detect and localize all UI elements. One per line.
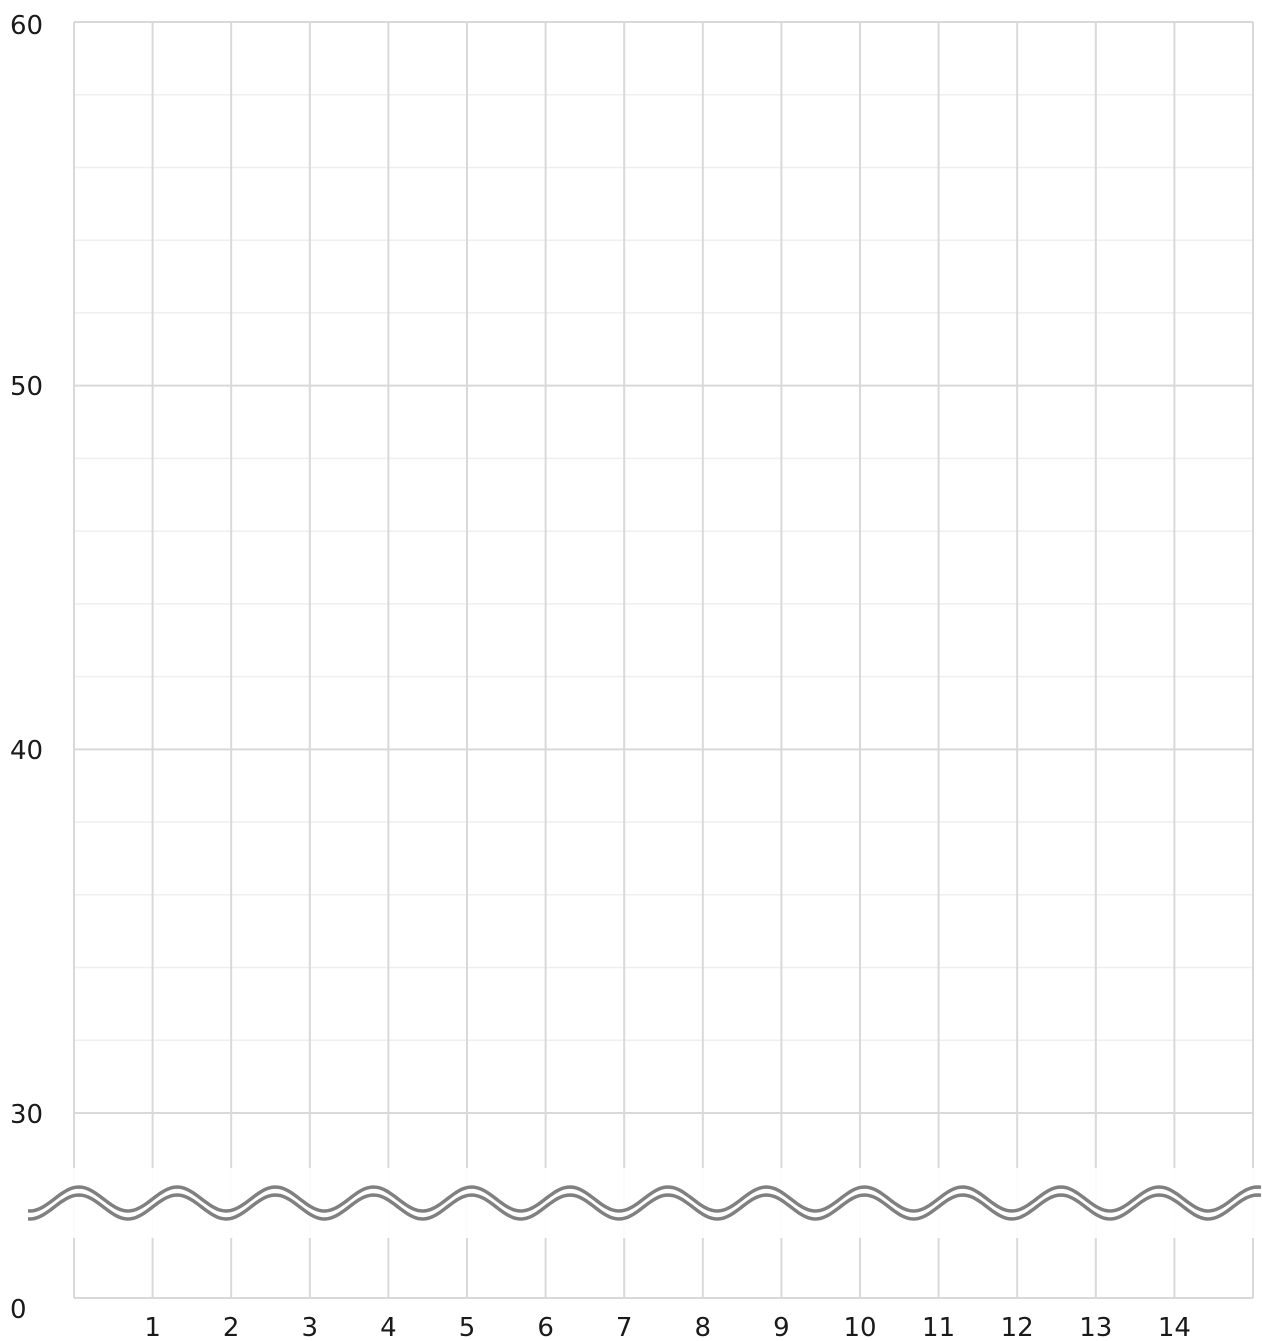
axes [73, 22, 1253, 1299]
axis-break-band [0, 1168, 1263, 1238]
y-tick-label: 60 [10, 11, 43, 41]
x-tick-label: 1 [144, 1313, 161, 1341]
y-tick-label: 0 [10, 1295, 27, 1325]
x-tick-label: 6 [537, 1313, 554, 1341]
x-tick-label: 7 [616, 1313, 633, 1341]
y-tick-labels: 0 30 40 50 60 [10, 11, 43, 1325]
x-tick-label: 8 [695, 1313, 712, 1341]
axis-break [0, 1168, 1263, 1238]
x-tick-label: 5 [459, 1313, 476, 1341]
x-tick-label: 13 [1079, 1313, 1112, 1341]
x-tick-labels: 1 2 3 4 5 6 7 8 9 10 11 12 13 14 [144, 1313, 1191, 1341]
x-tick-label: 3 [302, 1313, 319, 1341]
y-tick-label: 40 [10, 736, 43, 766]
x-tick-label: 12 [1001, 1313, 1034, 1341]
y-tick-label: 30 [10, 1100, 43, 1130]
x-tick-label: 4 [380, 1313, 397, 1341]
x-tick-label: 2 [223, 1313, 240, 1341]
x-tick-label: 10 [843, 1313, 876, 1341]
x-tick-label: 9 [773, 1313, 790, 1341]
x-tick-label: 14 [1158, 1313, 1191, 1341]
y-tick-label: 50 [10, 372, 43, 402]
axis-break-wave-lower [27, 1193, 1262, 1221]
x-tick-label: 11 [922, 1313, 955, 1341]
axis-break-wave-upper [27, 1185, 1262, 1213]
minor-grid [74, 93, 1253, 1042]
major-grid [74, 21, 1254, 1298]
